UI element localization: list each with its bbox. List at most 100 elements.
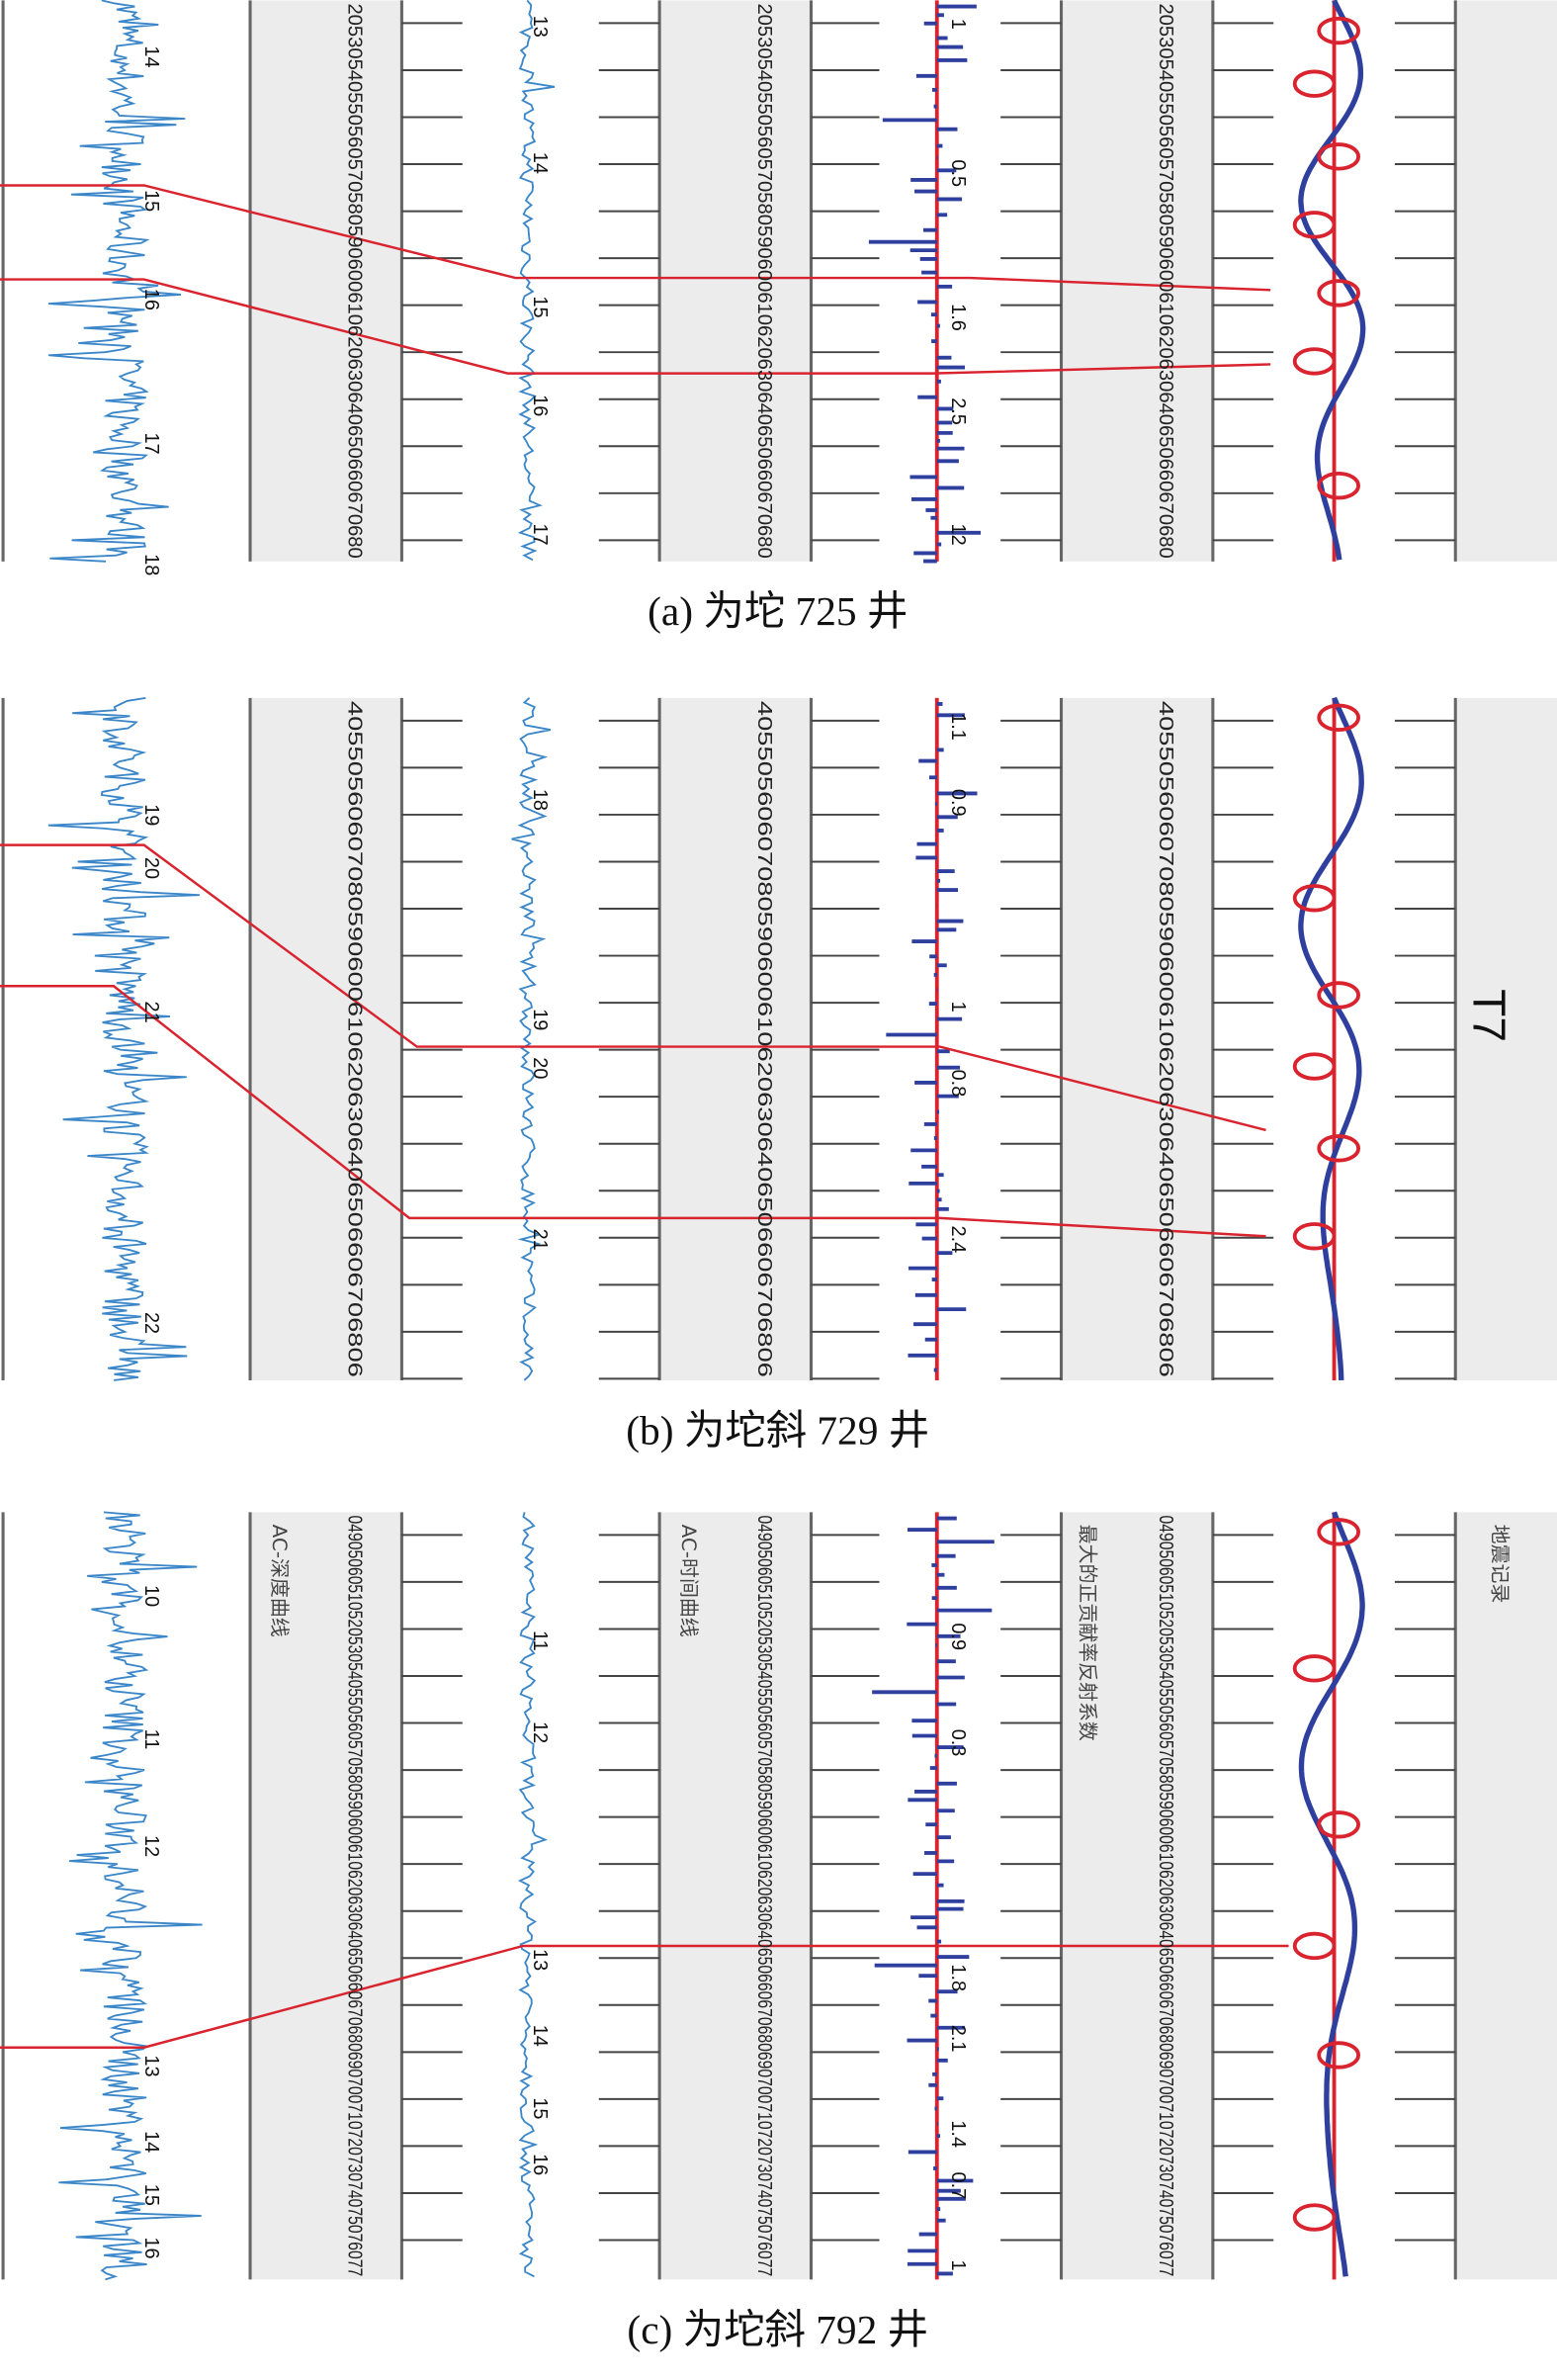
- time-marker-label: 15: [529, 296, 551, 317]
- reflection-value-label: 0.9: [947, 789, 969, 817]
- depth-marker-label: 17: [140, 432, 162, 454]
- track-band: [1455, 697, 1557, 1380]
- track-band: [659, 1512, 812, 2280]
- reflection-value-label: 1.6: [947, 304, 969, 331]
- peak-marker: [1292, 2203, 1337, 2232]
- reflection-value-label: 1: [947, 1002, 969, 1013]
- depth-marker-label: 14: [140, 2131, 162, 2153]
- correlation-line: [0, 184, 1271, 292]
- axis-number-strip: 2053054055056057058059060061062063064065…: [1155, 3, 1176, 558]
- reflection-value-label: 0.9: [947, 1623, 969, 1650]
- track-header: AC-深度曲线: [268, 1525, 291, 1637]
- time-marker-label: 15: [529, 2097, 551, 2119]
- reflection-value-label: 1.8: [947, 1964, 969, 1991]
- time-marker-label: 13: [529, 1949, 551, 1971]
- track-band: [1455, 0, 1557, 562]
- correlation-line: [0, 1944, 1289, 2049]
- ac-time-curve: [511, 697, 552, 1381]
- depth-marker-label: 18: [140, 554, 162, 575]
- panel-a: 2053054055056057058059060061062063064065…: [0, 0, 1557, 635]
- reflection-value-label: 2.1: [947, 2025, 969, 2053]
- track-header: 地震记录: [1489, 1525, 1512, 1604]
- depth-marker-label: 12: [140, 1835, 162, 1857]
- axis-number-strip: 2053054055056057058059060061062063064065…: [753, 3, 775, 558]
- time-marker-label: 16: [529, 395, 551, 416]
- depth-marker-label: 11: [140, 1729, 162, 1750]
- peak-marker: [1292, 211, 1337, 239]
- time-marker-label: 12: [529, 1721, 551, 1743]
- depth-marker-label: 16: [140, 2237, 162, 2258]
- axis-number-strip: 4055056060708059060061062063064065066067…: [753, 701, 775, 1377]
- ac-depth-curve: [58, 1511, 203, 2281]
- track-band: [1061, 697, 1213, 1380]
- depth-marker-label: 21: [140, 1002, 162, 1023]
- peak-marker: [1317, 142, 1361, 171]
- depth-marker-label: 22: [140, 1312, 162, 1334]
- depth-marker-label: 15: [140, 2184, 162, 2206]
- time-marker-label: 21: [529, 1229, 551, 1251]
- time-marker-label: 20: [529, 1057, 551, 1079]
- peak-marker: [1292, 884, 1337, 913]
- track-header: AC-时间曲线: [677, 1525, 700, 1637]
- ac-time-curve: [517, 1512, 549, 2278]
- reflection-value-label: 12: [947, 523, 969, 545]
- figure-caption: (c) 为坨斜 792 井: [627, 2307, 928, 2353]
- axis-number-strip: 4055056060708059060061062063064065066067…: [1155, 701, 1176, 1377]
- reflection-value-label: 2.4: [947, 1226, 969, 1254]
- peak-marker: [1317, 1810, 1361, 1839]
- axis-number-strip: 0490506051052053054055056057058059060061…: [344, 1515, 366, 2276]
- reflection-value-label: 0.8: [947, 1070, 969, 1098]
- peak-marker: [1317, 279, 1361, 308]
- correlation-line: [0, 843, 1266, 1132]
- depth-marker-label: 15: [140, 190, 162, 212]
- depth-marker-label: 20: [140, 857, 162, 879]
- axis-number-strip: 4055056060708059060061062063064065066067…: [344, 701, 366, 1377]
- peak-marker: [1292, 347, 1337, 376]
- ac-depth-curve: [47, 0, 186, 563]
- axis-number-strip: 0490506051052053054055056057058059060061…: [753, 1515, 775, 2276]
- axis-number-strip: 2053054055056057058059060061062063064065…: [344, 3, 366, 558]
- peak-marker: [1317, 471, 1361, 500]
- time-marker-label: 17: [529, 523, 551, 545]
- peak-marker: [1292, 69, 1337, 98]
- time-marker-label: 19: [529, 1009, 551, 1030]
- peak-marker: [1317, 981, 1361, 1010]
- peak-marker: [1317, 1518, 1361, 1546]
- reflection-value-label: 0.7: [947, 2172, 969, 2200]
- depth-marker-label: 19: [140, 804, 162, 826]
- depth-marker-label: 14: [140, 45, 162, 67]
- figure-caption: (b) 为坨斜 729 井: [626, 1407, 929, 1454]
- time-marker-label: 18: [529, 789, 551, 811]
- track-band: [250, 1512, 402, 2280]
- track-band: [250, 697, 402, 1380]
- peak-marker: [1317, 1134, 1361, 1163]
- reflection-value-label: 1.1: [947, 713, 969, 741]
- depth-marker-label: 10: [140, 1585, 162, 1607]
- peak-marker: [1317, 703, 1361, 732]
- peak-marker: [1317, 16, 1361, 45]
- time-marker-label: 14: [529, 2025, 551, 2047]
- reflection-value-label: 0.5: [947, 159, 969, 187]
- seismic-trace: [1298, 1511, 1365, 2277]
- time-marker-label: 14: [529, 152, 551, 174]
- time-marker-label: 13: [529, 16, 551, 38]
- track-band: [1061, 1512, 1213, 2280]
- track-band: [659, 0, 812, 562]
- track-header: 最大的正贡献率反射系数: [1076, 1525, 1098, 1741]
- depth-marker-label: 16: [140, 289, 162, 310]
- depth-marker-label: 13: [140, 2055, 162, 2076]
- panel-b: 4055056060708059060061062063064065066067…: [0, 696, 1557, 1454]
- reflection-value-label: 1.4: [947, 2120, 969, 2148]
- peak-marker: [1292, 1222, 1337, 1251]
- track-band: [1061, 0, 1213, 562]
- correlation-line: [0, 985, 1266, 1238]
- track-band: [250, 0, 402, 562]
- peak-marker: [1292, 1052, 1337, 1081]
- horizon-label: T7: [1464, 989, 1515, 1042]
- time-marker-label: 16: [529, 2154, 551, 2175]
- reflection-value-label: 0.3: [947, 1729, 969, 1757]
- time-marker-label: 11: [529, 1631, 551, 1651]
- reflection-value-label: 1: [947, 19, 969, 30]
